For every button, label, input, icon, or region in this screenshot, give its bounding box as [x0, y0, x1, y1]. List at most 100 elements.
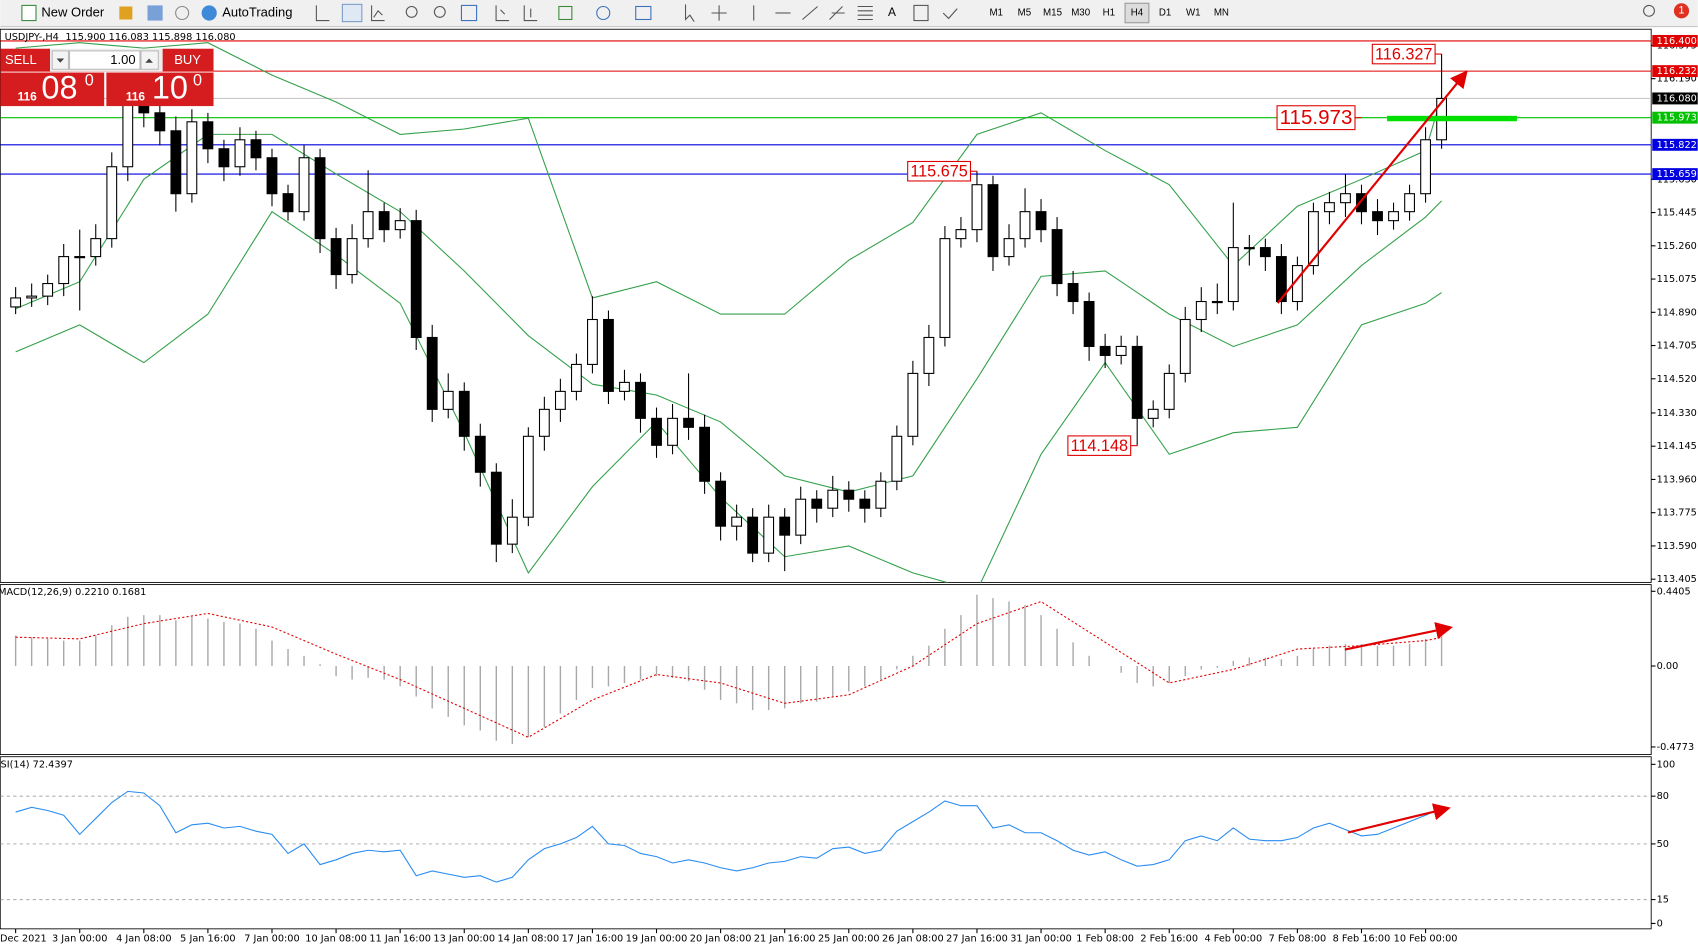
candle-body	[42, 283, 54, 297]
icon[interactable]	[147, 5, 163, 21]
rsi-plot	[0, 790, 1652, 901]
text-tool[interactable]: A	[888, 5, 896, 19]
timeframe-button[interactable]: M1	[989, 8, 1003, 19]
icon[interactable]	[913, 4, 929, 22]
rsi-arrow	[1347, 803, 1451, 834]
icon[interactable]	[371, 5, 385, 22]
rsi-panel	[0, 756, 1652, 930]
icon[interactable]	[942, 8, 958, 20]
macd-panel	[0, 584, 1652, 755]
autotrading-button[interactable]: AutoTrading	[201, 4, 293, 21]
candle-body	[683, 417, 694, 428]
search-icon[interactable]	[1643, 4, 1655, 17]
x-tick-label: 31 Jan 00:00	[1010, 934, 1072, 944]
notifications[interactable]: 1	[1673, 3, 1690, 19]
y-tick-label: 114.890	[1657, 307, 1697, 318]
icon[interactable]	[857, 5, 873, 21]
icon[interactable]	[460, 4, 478, 22]
sell-bg	[0, 48, 51, 72]
timeframe-button[interactable]: D1	[1159, 8, 1171, 19]
candle-body	[619, 381, 630, 392]
y-tick-label: 113.775	[1657, 508, 1697, 519]
candle-body	[699, 426, 710, 482]
annotation-box	[1371, 43, 1436, 65]
candle-body	[1051, 229, 1063, 285]
timeframe-button[interactable]: M15	[1043, 8, 1062, 19]
candle-body	[715, 480, 727, 527]
candle-body	[314, 157, 326, 240]
lot-input[interactable]	[69, 50, 141, 70]
candle-body	[1035, 211, 1047, 231]
price-tag	[1652, 138, 1698, 151]
candle-body	[282, 193, 294, 213]
price-tag	[1652, 92, 1698, 105]
icon[interactable]	[495, 5, 510, 22]
candle-body	[474, 435, 486, 473]
icon[interactable]	[635, 5, 652, 21]
ask-price[interactable]: 116 10 0	[106, 69, 214, 107]
candle-body	[1308, 211, 1319, 267]
candle-body	[266, 157, 278, 195]
price-panel	[0, 28, 1652, 583]
timeframe-button[interactable]: H1	[1103, 8, 1115, 19]
annotation-label: 114.148	[1071, 437, 1128, 455]
new-order-button[interactable]: New Order	[21, 4, 105, 22]
y-tick-label: -0.4773	[1657, 742, 1695, 753]
price-title: USDJPY-,H4 115.900 116.083 115.898 116.08…	[5, 32, 236, 43]
icon[interactable]	[119, 6, 133, 20]
candle-body	[1324, 202, 1335, 213]
icon[interactable]	[558, 5, 573, 21]
candle-body	[1179, 318, 1191, 374]
candle-body	[731, 516, 743, 527]
timeframe-button[interactable]: M30	[1071, 8, 1091, 19]
annotation-box	[907, 160, 972, 182]
timeframe-button[interactable]: M5	[1018, 8, 1032, 19]
price-plot	[0, 40, 1652, 583]
timeframe-button[interactable]: MN	[1214, 8, 1229, 19]
candle-body	[811, 498, 823, 509]
icon[interactable]	[802, 6, 818, 20]
icon[interactable]	[596, 5, 611, 21]
icon[interactable]	[433, 5, 446, 18]
bid-price[interactable]: 116 08 0	[0, 69, 105, 107]
icon[interactable]	[315, 5, 330, 22]
sell-button[interactable]: SELL	[0, 48, 51, 72]
icon[interactable]	[523, 5, 538, 22]
candle-body	[538, 408, 550, 437]
y-tick-label: 114.520	[1657, 374, 1697, 385]
candle-body	[1227, 247, 1239, 303]
x-tick-label: 5 Jan 16:00	[180, 934, 235, 944]
buy-button[interactable]: BUY	[162, 48, 214, 72]
candle-body	[1019, 211, 1031, 240]
candle-body	[763, 516, 775, 554]
x-tick-label: 7 Feb 08:00	[1269, 934, 1327, 944]
candle-body	[891, 435, 903, 482]
candle-body	[1372, 211, 1383, 222]
macd-title: MACD(12,26,9) 0.2210 0.1681	[0, 587, 146, 598]
lot-value: 1.00	[110, 52, 135, 67]
candle-body	[843, 489, 855, 500]
candle-body	[971, 184, 983, 231]
candle-body	[1340, 193, 1351, 204]
timeframe-button[interactable]: W1	[1186, 8, 1201, 19]
icon[interactable]	[829, 6, 845, 20]
timeframe-button[interactable]: H4	[1131, 8, 1144, 19]
y-tick-label: 100	[1657, 759, 1676, 770]
y-tick-label: 115.075	[1657, 274, 1697, 285]
candle-body	[154, 112, 166, 132]
ask-pips: 10	[152, 69, 188, 105]
icon[interactable]	[175, 5, 190, 21]
icon[interactable]	[341, 3, 363, 23]
icon[interactable]	[711, 5, 727, 21]
x-tick-label: 30 Dec 2021	[0, 934, 47, 944]
candle-body	[106, 166, 118, 240]
macd-signal	[15, 600, 1442, 738]
trend-arrow	[1276, 70, 1468, 304]
candle-body	[603, 318, 614, 392]
icon[interactable]	[405, 5, 418, 18]
symbol: USDJPY-,H4	[5, 32, 59, 43]
icon[interactable]	[684, 4, 695, 22]
timeframes: M1 M5 M15 M30 H1 H4 D1 W1 MN	[989, 2, 1229, 24]
x-tick-label: 2 Feb 16:00	[1140, 934, 1198, 944]
